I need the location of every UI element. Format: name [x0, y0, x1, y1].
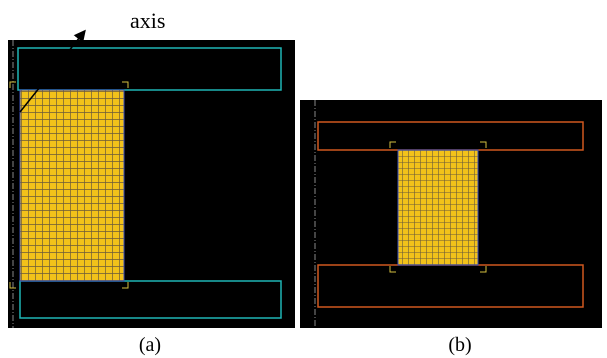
- annotation: axis: [130, 8, 165, 33]
- panel-label: (b): [448, 334, 471, 356]
- mesh-specimen: [20, 90, 124, 281]
- panel-a: [8, 40, 295, 328]
- mesh-specimen: [398, 150, 478, 265]
- figure: axis (a) (b): [0, 0, 607, 358]
- panel-b: [300, 100, 602, 328]
- panel-label: (a): [139, 334, 161, 356]
